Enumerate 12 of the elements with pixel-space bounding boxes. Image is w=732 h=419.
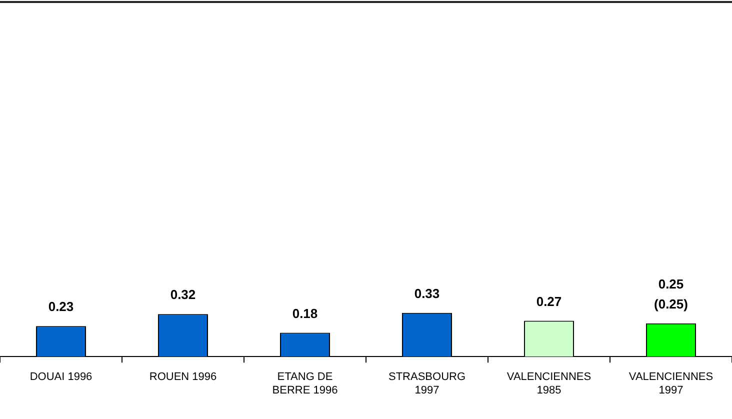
- data-label: 0.25 (0.25): [654, 276, 688, 312]
- data-label: 0.23: [48, 299, 74, 314]
- x-tick-label: VALENCIENNES 1997: [628, 371, 714, 396]
- x-tick-label: DOUAI 1996: [30, 371, 92, 384]
- data-label: 0.27: [536, 294, 562, 309]
- x-tick-label: ETANG DE BERRE 1996: [272, 371, 338, 396]
- x-tick-label: VALENCIENNES 1985: [506, 371, 592, 396]
- x-tick-label: ROUEN 1996: [149, 371, 217, 384]
- data-label: 0.32: [170, 287, 196, 302]
- data-label: 0.18: [292, 306, 318, 321]
- x-tick-label: STRASBOURG 1997: [388, 371, 466, 396]
- data-label: 0.33: [414, 286, 440, 301]
